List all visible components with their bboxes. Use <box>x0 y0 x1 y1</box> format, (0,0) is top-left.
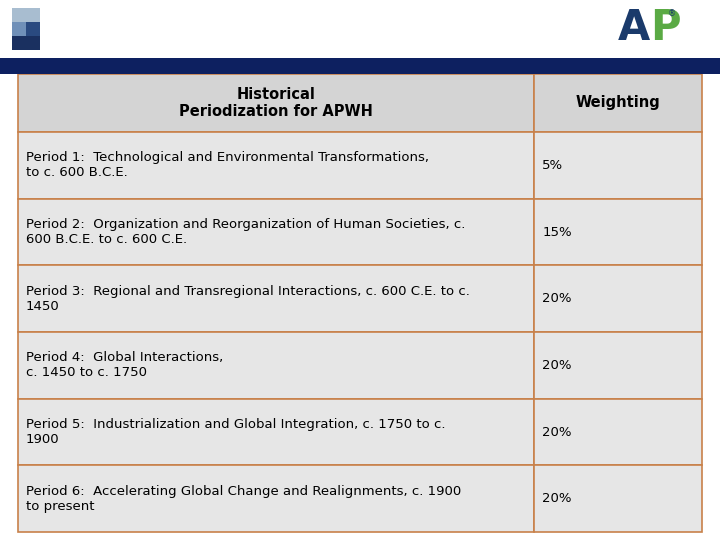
Bar <box>18 132 534 199</box>
Text: P: P <box>650 7 680 49</box>
Bar <box>0 58 720 74</box>
Bar <box>534 465 702 532</box>
Bar <box>18 332 534 399</box>
Bar <box>26 22 40 36</box>
Bar <box>534 74 702 132</box>
Bar <box>534 332 702 399</box>
Text: 20%: 20% <box>542 292 572 305</box>
Text: 20%: 20% <box>542 426 572 438</box>
Bar <box>534 132 702 199</box>
Text: Period 3:  Regional and Transregional Interactions, c. 600 C.E. to c.
1450: Period 3: Regional and Transregional Int… <box>26 285 470 313</box>
Bar <box>26 36 40 50</box>
Text: A: A <box>618 7 650 49</box>
Text: Period 6:  Accelerating Global Change and Realignments, c. 1900
to present: Period 6: Accelerating Global Change and… <box>26 485 462 512</box>
Text: 15%: 15% <box>542 226 572 239</box>
Bar <box>18 74 534 132</box>
Text: Period 5:  Industrialization and Global Integration, c. 1750 to c.
1900: Period 5: Industrialization and Global I… <box>26 418 446 446</box>
Bar <box>26 8 40 22</box>
Text: ®: ® <box>668 10 676 18</box>
Bar <box>534 265 702 332</box>
Text: 20%: 20% <box>542 359 572 372</box>
Bar <box>18 399 534 465</box>
Text: Weighting: Weighting <box>576 96 660 111</box>
Text: 5%: 5% <box>542 159 564 172</box>
Text: Period 4:  Global Interactions,
c. 1450 to c. 1750: Period 4: Global Interactions, c. 1450 t… <box>26 352 223 379</box>
Bar <box>18 465 534 532</box>
Bar <box>18 199 534 265</box>
Bar <box>534 399 702 465</box>
Text: Historical
Periodization for APWH: Historical Periodization for APWH <box>179 87 373 119</box>
Bar <box>18 265 534 332</box>
Bar <box>12 22 26 36</box>
Bar <box>12 36 26 50</box>
Text: Period 2:  Organization and Reorganization of Human Societies, c.
600 B.C.E. to : Period 2: Organization and Reorganizatio… <box>26 218 465 246</box>
Text: Period 1:  Technological and Environmental Transformations,
to c. 600 B.C.E.: Period 1: Technological and Environmenta… <box>26 151 429 179</box>
Bar <box>534 199 702 265</box>
Bar <box>12 8 26 22</box>
Text: 20%: 20% <box>542 492 572 505</box>
